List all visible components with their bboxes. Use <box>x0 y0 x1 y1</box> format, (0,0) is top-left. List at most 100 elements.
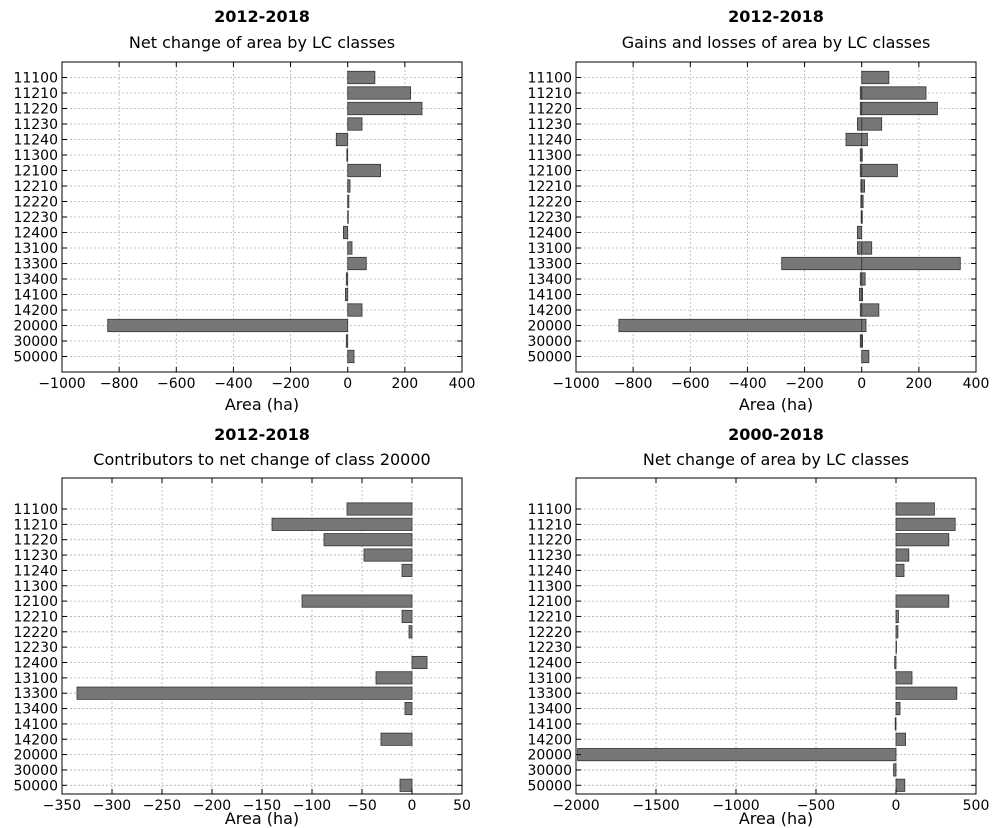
category-label: 12230 <box>527 210 572 226</box>
bar <box>859 163 863 178</box>
category-label: 12100 <box>527 164 572 180</box>
bar <box>577 748 897 762</box>
category-label: 12220 <box>527 195 572 211</box>
bar <box>347 163 381 178</box>
bar <box>895 732 906 746</box>
bar <box>861 101 938 116</box>
category-label: 12210 <box>527 179 572 195</box>
category-label: 11300 <box>527 579 572 595</box>
category-label: 12100 <box>527 594 572 610</box>
bar <box>347 303 363 317</box>
x-tick-label: 0 <box>892 798 901 814</box>
category-label: 11100 <box>13 71 58 87</box>
bar <box>861 163 898 178</box>
bar <box>857 117 863 131</box>
bar <box>347 86 411 100</box>
bar <box>859 86 863 100</box>
bar <box>380 732 413 746</box>
bar <box>859 148 863 162</box>
x-tick-label: −200 <box>193 798 231 814</box>
bar <box>860 179 863 193</box>
bar <box>401 563 413 577</box>
category-label: 12220 <box>13 625 58 641</box>
bar <box>895 502 935 516</box>
category-label: 11100 <box>527 71 572 87</box>
category-label: 12230 <box>13 210 58 226</box>
bar <box>859 272 863 286</box>
bar <box>857 225 863 240</box>
x-tick-label: −500 <box>797 798 835 814</box>
category-label: 12400 <box>13 656 58 672</box>
category-label: 13100 <box>527 671 572 687</box>
bar <box>861 117 883 131</box>
x-tick-label: −800 <box>100 376 138 392</box>
x-tick-label: 200 <box>905 376 932 392</box>
chart-subtitle: Net change of area by LC classes <box>643 450 909 469</box>
bar <box>861 349 870 364</box>
chart-subtitle: Contributors to net change of class 2000… <box>93 450 430 469</box>
category-label: 14100 <box>13 288 58 304</box>
category-label: 12100 <box>13 594 58 610</box>
category-label: 12400 <box>527 226 572 242</box>
category-label: 12220 <box>13 195 58 211</box>
category-label: 13100 <box>13 241 58 257</box>
bar <box>895 533 950 547</box>
x-tick-label: −1000 <box>552 376 599 392</box>
x-tick-label: −400 <box>728 376 766 392</box>
bar <box>861 272 866 286</box>
x-tick-label: −600 <box>157 376 195 392</box>
bar <box>76 686 413 700</box>
chart-subtitle: Net change of area by LC classes <box>129 33 395 52</box>
category-label: 11240 <box>527 133 572 149</box>
category-label: 20000 <box>13 748 58 764</box>
bar <box>347 117 363 131</box>
bar <box>781 256 863 271</box>
bar <box>860 194 863 209</box>
chart-subtitle: Gains and losses of area by LC classes <box>622 33 931 52</box>
x-tick-label: 400 <box>449 376 476 392</box>
bar <box>363 548 413 562</box>
bar <box>895 686 958 700</box>
bar <box>345 272 349 286</box>
category-label: 11220 <box>13 102 58 118</box>
bar <box>895 609 899 623</box>
x-tick-label: −300 <box>93 798 131 814</box>
x-tick-label: −250 <box>143 798 181 814</box>
x-tick-label: −2000 <box>552 798 599 814</box>
category-label: 12230 <box>13 640 58 656</box>
bar <box>894 655 897 670</box>
category-label: 14100 <box>527 717 572 733</box>
category-label: 30000 <box>527 334 572 350</box>
bar <box>859 303 863 317</box>
category-label: 30000 <box>527 763 572 779</box>
category-label: 12400 <box>13 226 58 242</box>
bar <box>893 763 897 777</box>
bar <box>895 702 901 716</box>
x-tick-label: −600 <box>671 376 709 392</box>
x-tick-label: 400 <box>963 376 990 392</box>
bar <box>347 101 423 116</box>
bar <box>347 210 349 224</box>
x-tick-label: −150 <box>243 798 281 814</box>
category-label: 13300 <box>13 686 58 702</box>
bar <box>301 594 413 608</box>
bar <box>404 702 413 716</box>
x-tick-label: −800 <box>614 376 652 392</box>
bar <box>861 256 961 271</box>
category-label: 11300 <box>527 148 572 164</box>
bar <box>895 778 906 792</box>
category-label: 11100 <box>13 502 58 518</box>
chart-title: 2012-2018 <box>728 7 824 26</box>
category-label: 14200 <box>13 732 58 748</box>
bar <box>345 334 349 348</box>
bar <box>895 671 913 685</box>
x-tick-label: −1500 <box>632 798 679 814</box>
category-label: 11300 <box>13 579 58 595</box>
category-label: 13300 <box>13 257 58 273</box>
category-label: 11210 <box>13 86 58 102</box>
bar <box>401 609 413 623</box>
category-label: 13100 <box>13 671 58 687</box>
category-label: 50000 <box>13 350 58 366</box>
bar <box>861 241 873 255</box>
bar <box>346 502 413 516</box>
